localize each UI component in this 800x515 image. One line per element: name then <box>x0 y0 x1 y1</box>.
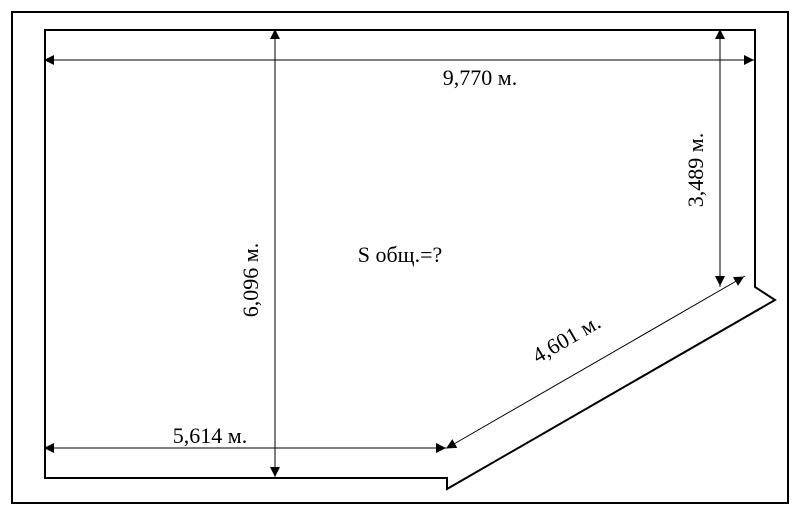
dim-label-diagonal: 4,601 м. <box>528 309 605 368</box>
dim-line-diagonal <box>447 276 745 448</box>
dim-label-bottom_left: 5,614 м. <box>173 423 247 448</box>
dim-label-top_width: 9,770 м. <box>443 65 517 90</box>
dim-label-left_height: 6,096 м. <box>238 243 263 317</box>
area-question-label: S общ.=? <box>358 242 443 267</box>
dim-label-right_height: 3,489 м. <box>683 133 708 207</box>
